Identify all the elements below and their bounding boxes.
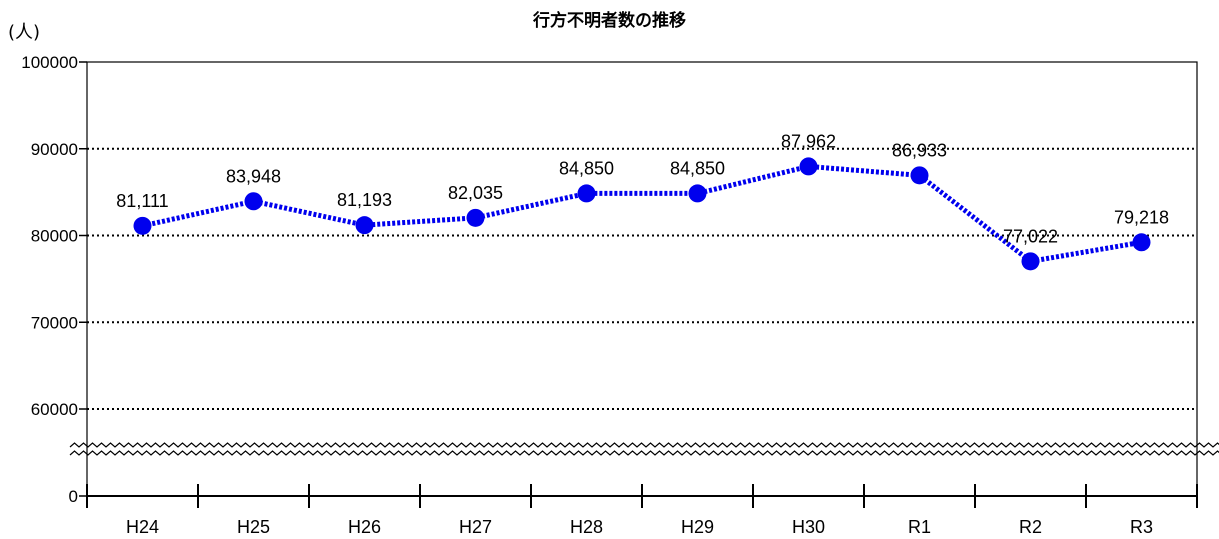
data-point [1132, 233, 1151, 252]
y-tick-label: 80000 [31, 227, 78, 246]
axis-break [69, 442, 1219, 456]
data-label: 81,111 [116, 191, 168, 211]
series-line [141, 163, 1142, 264]
data-point [799, 157, 818, 176]
data-label: 82,035 [448, 183, 503, 203]
data-label: 79,218 [1114, 207, 1169, 227]
data-label: 84,850 [670, 158, 725, 178]
data-point [688, 184, 707, 203]
data-point [577, 184, 596, 203]
x-tick-label: H24 [126, 517, 159, 537]
x-tick-labels: H24 H25 H26 H27 H28 H29 H30 R1 R2 R3 [126, 517, 1153, 537]
y-tick-labels: 100000 90000 80000 70000 60000 0 [21, 53, 78, 506]
grid-lines [87, 147, 1197, 410]
x-tick-label: H28 [570, 517, 603, 537]
data-point [1021, 252, 1040, 271]
x-tick-label: R3 [1130, 517, 1153, 537]
y-tick-label: 60000 [31, 400, 78, 419]
x-tick-label: H25 [237, 517, 270, 537]
y-tick-label: 100000 [21, 53, 78, 72]
y-axis-unit-label: (人) [8, 22, 41, 43]
data-label: 87,962 [781, 131, 836, 151]
plot-frame [86, 61, 1198, 497]
data-point [133, 216, 152, 235]
data-point [466, 208, 485, 227]
axis-break-wave [69, 450, 1219, 456]
y-tick-label: 0 [69, 487, 78, 506]
y-tick-label: 90000 [31, 140, 78, 159]
data-label: 81,193 [337, 190, 392, 210]
x-tick-label: H26 [348, 517, 381, 537]
chart-title: 行方不明者数の推移 [533, 11, 686, 31]
data-label: 83,948 [226, 166, 281, 186]
axes [79, 61, 1198, 508]
x-tick-label: H29 [681, 517, 714, 537]
data-point [910, 166, 929, 185]
data-label: 84,850 [559, 158, 614, 178]
data-labels: 81,111 83,948 81,193 82,035 84,850 84,850 87,9… [116, 131, 1169, 246]
data-point [244, 192, 263, 211]
x-tick-label: R2 [1019, 517, 1042, 537]
y-tick-label: 70000 [31, 313, 78, 332]
x-tick-label: H27 [459, 517, 492, 537]
axis-break-wave [69, 442, 1219, 448]
data-label: 86,933 [892, 140, 947, 160]
series [133, 157, 1151, 271]
data-point [355, 216, 374, 235]
x-tick-label: R1 [908, 517, 931, 537]
x-tick-label: H30 [792, 517, 825, 537]
data-label: 77,022 [1003, 226, 1058, 246]
